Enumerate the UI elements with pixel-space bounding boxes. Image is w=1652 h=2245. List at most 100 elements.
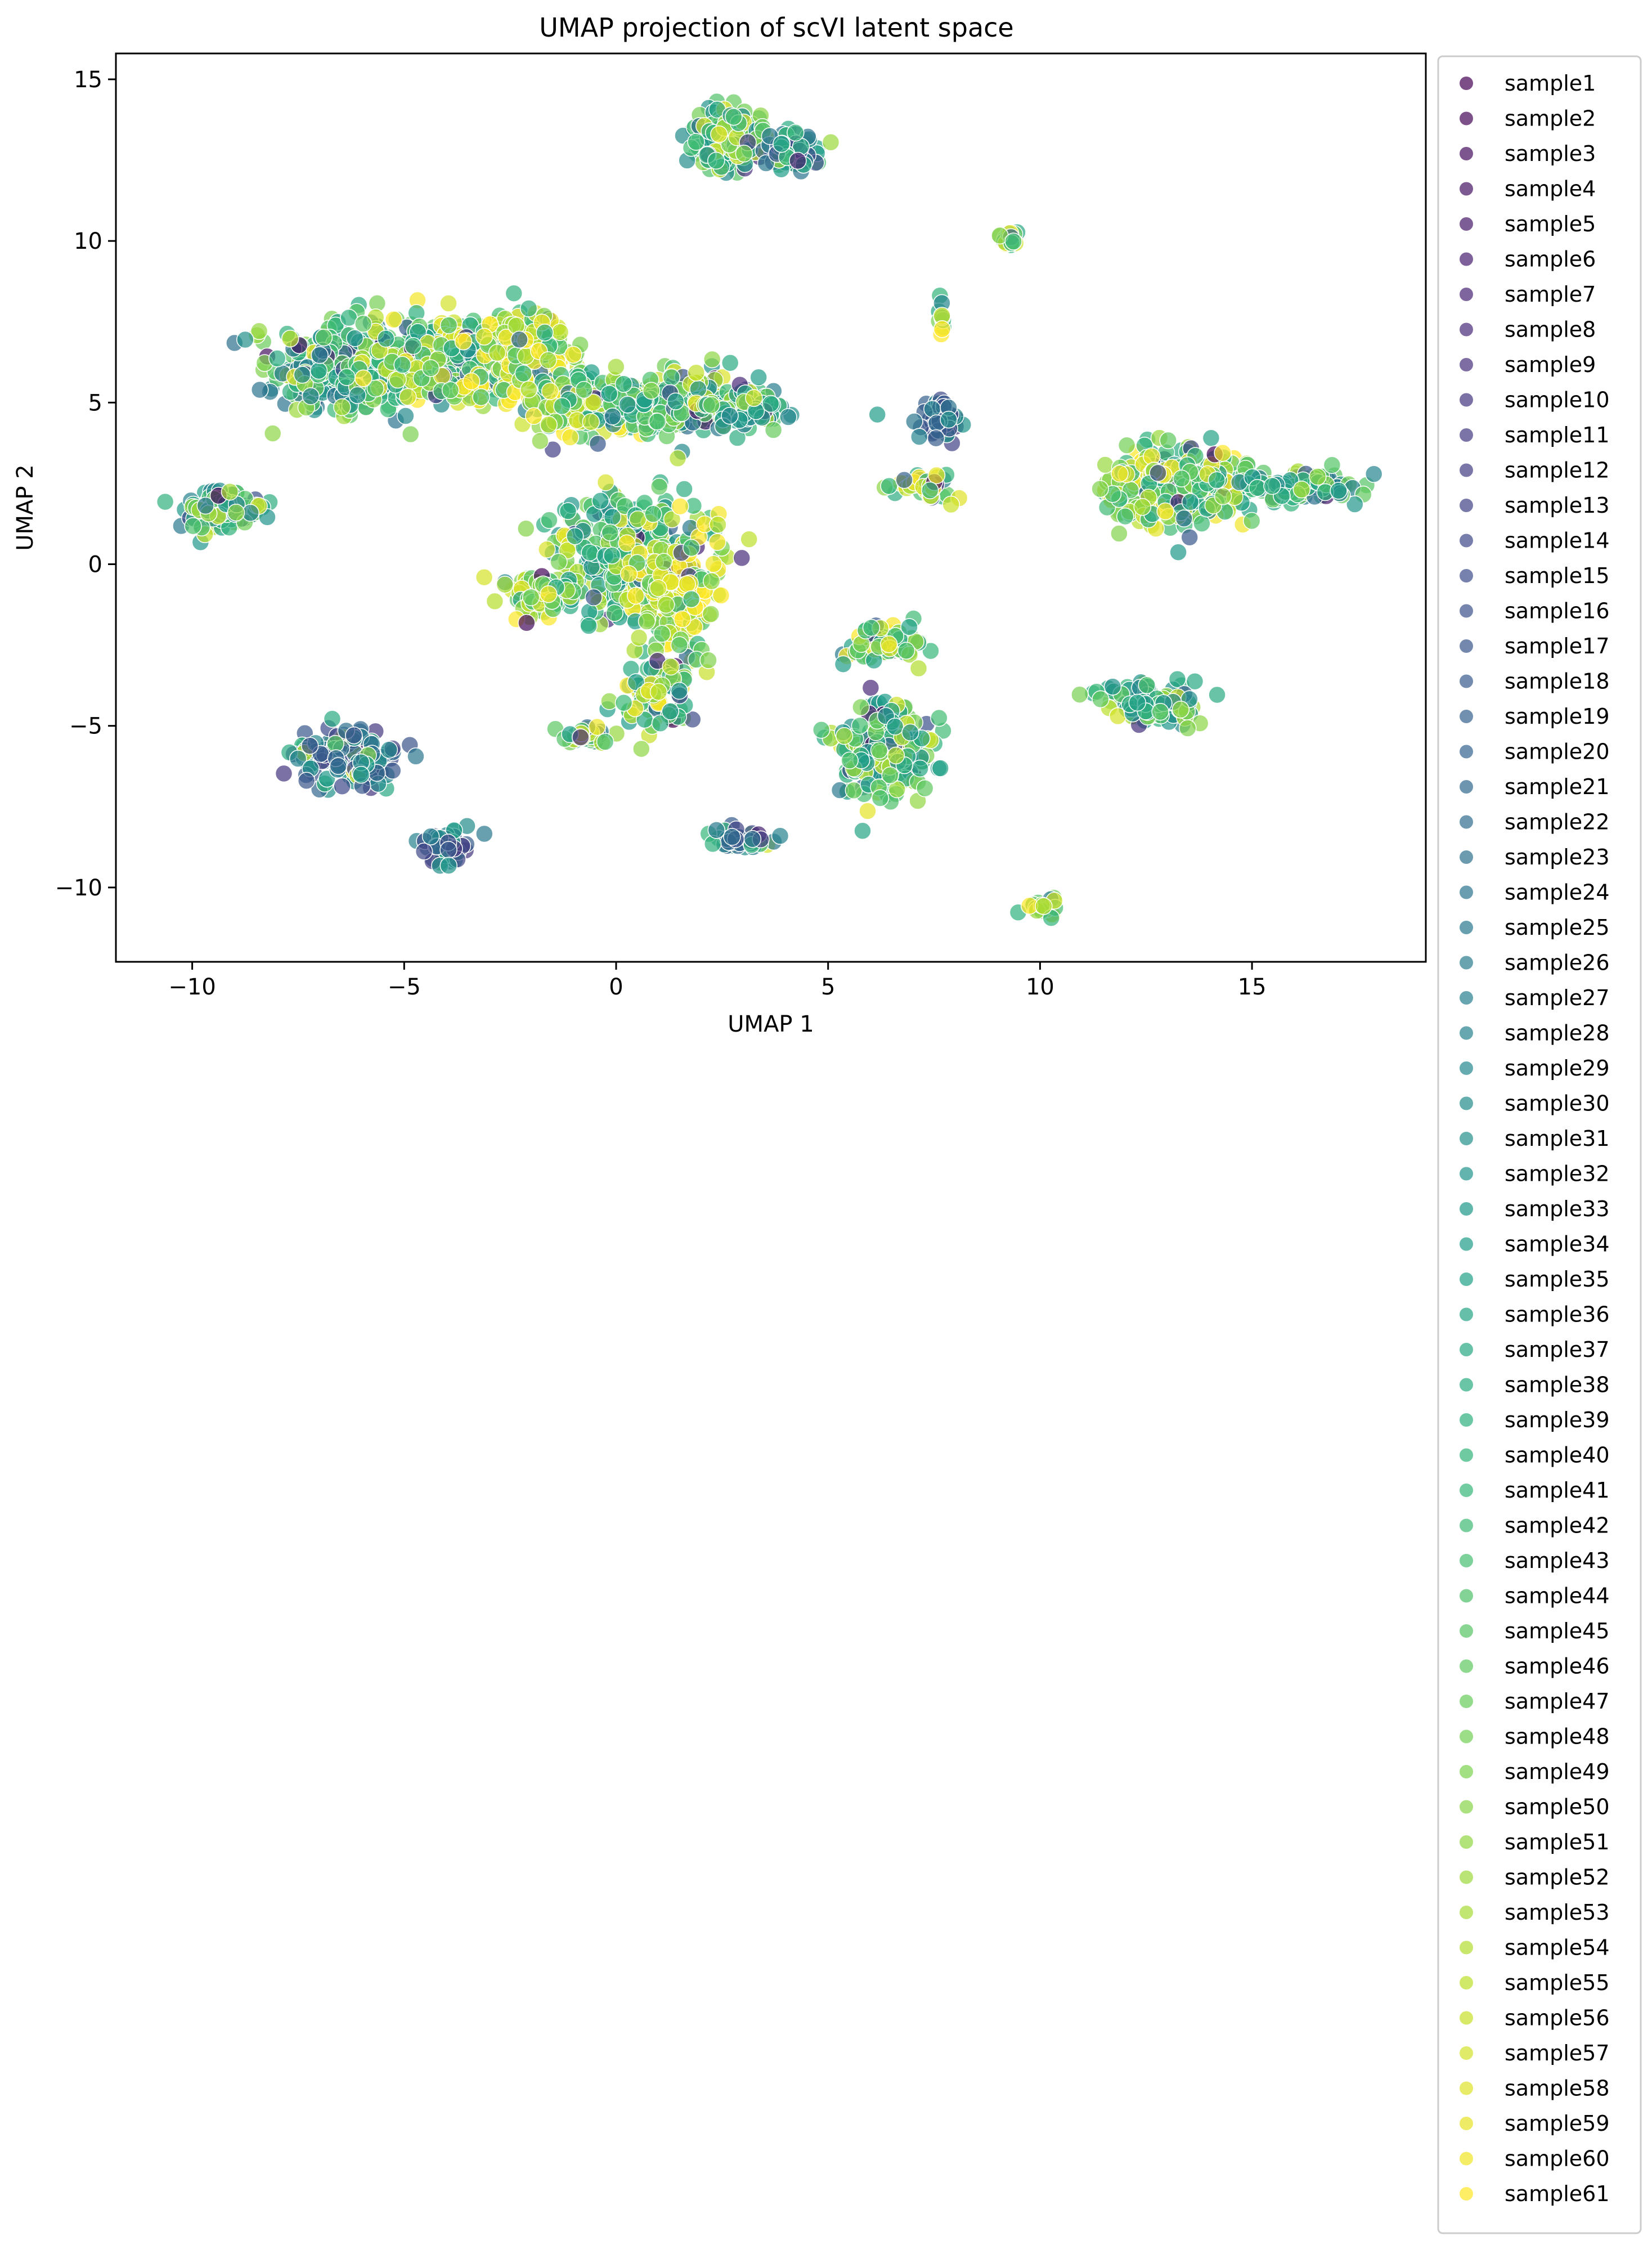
- legend-item: sample27: [1460, 985, 1610, 1010]
- y-tick-label: 5: [88, 390, 102, 416]
- scatter-point: [1263, 477, 1281, 495]
- legend-marker: [1460, 1484, 1473, 1497]
- legend-item: sample13: [1460, 493, 1610, 518]
- scatter-point: [525, 407, 543, 425]
- scatter-point: [648, 413, 667, 431]
- legend: sample1 sample2 sample3 sample4 sample5 sampl…: [1460, 71, 1610, 2206]
- scatter-point: [607, 357, 625, 376]
- scatter-point: [657, 595, 675, 614]
- legend-marker: [1460, 1870, 1473, 1884]
- scatter-point: [841, 751, 859, 769]
- legend-item: sample10: [1460, 388, 1610, 413]
- legend-item: sample45: [1460, 1619, 1610, 1643]
- legend-label: sample44: [1505, 1584, 1610, 1608]
- x-tick-label: 10: [1026, 974, 1054, 1000]
- scatter-point: [895, 471, 913, 489]
- scatter-point: [601, 523, 620, 541]
- scatter-point: [630, 629, 648, 647]
- legend-label: sample49: [1505, 1759, 1610, 1784]
- scatter-point: [518, 614, 536, 632]
- scatter-point: [311, 346, 329, 364]
- legend-label: sample30: [1505, 1091, 1610, 1116]
- legend-marker: [1460, 604, 1473, 618]
- legend-marker: [1460, 710, 1473, 723]
- scatter-point: [871, 789, 890, 807]
- legend-marker: [1460, 1378, 1473, 1392]
- scatter-point: [940, 410, 958, 429]
- scatter-point: [333, 777, 351, 795]
- legend-marker: [1460, 1554, 1473, 1567]
- scatter-point: [539, 351, 557, 369]
- scatter-points: [156, 92, 1383, 927]
- legend-label: sample47: [1505, 1689, 1610, 1714]
- legend-item: sample41: [1460, 1478, 1610, 1503]
- scatter-point: [1128, 693, 1147, 712]
- legend-marker: [1460, 2117, 1473, 2130]
- legend-label: sample25: [1505, 915, 1610, 940]
- scatter-point: [673, 610, 692, 628]
- legend-marker: [1460, 639, 1473, 653]
- legend-marker: [1460, 991, 1473, 1005]
- scatter-point: [1138, 676, 1156, 694]
- legend-marker: [1460, 428, 1473, 442]
- legend-item: sample52: [1460, 1865, 1610, 1890]
- scatter-point: [787, 124, 805, 142]
- scatter-point: [668, 449, 687, 468]
- scatter-point: [250, 322, 268, 340]
- scatter-point: [352, 765, 370, 784]
- scatter-point: [897, 642, 915, 660]
- legend-marker: [1460, 182, 1473, 196]
- scatter-point: [618, 534, 636, 553]
- scatter-point: [740, 530, 758, 548]
- legend-item: sample1: [1460, 71, 1596, 96]
- scatter-point: [922, 642, 940, 660]
- scatter-point: [1159, 431, 1177, 450]
- scatter-point: [702, 396, 720, 414]
- scatter-point: [909, 659, 928, 678]
- y-tick-label: 10: [74, 228, 102, 254]
- legend-marker: [1460, 569, 1473, 582]
- scatter-point: [581, 543, 599, 562]
- scatter-point: [441, 381, 460, 399]
- scatter-point: [821, 133, 840, 151]
- legend-marker: [1460, 1061, 1473, 1075]
- scatter-point: [522, 588, 540, 607]
- scatter-point: [901, 723, 919, 742]
- scatter-point: [302, 387, 320, 405]
- legend-label: sample4: [1505, 177, 1596, 201]
- legend-marker: [1460, 956, 1473, 970]
- scatter-point: [584, 393, 603, 411]
- scatter-point: [407, 747, 425, 765]
- scatter-point: [1091, 480, 1109, 498]
- scatter-point: [505, 284, 523, 302]
- legend-item: sample31: [1460, 1126, 1610, 1151]
- scatter-point: [510, 330, 528, 349]
- legend-item: sample21: [1460, 774, 1610, 799]
- scatter-point: [1175, 509, 1193, 528]
- scatter-point: [704, 555, 722, 573]
- scatter-point: [710, 125, 728, 144]
- scatter-point: [486, 592, 504, 611]
- scatter-point: [553, 397, 571, 415]
- legend-item: sample34: [1460, 1232, 1610, 1257]
- legend-label: sample18: [1505, 669, 1610, 694]
- legend-label: sample45: [1505, 1619, 1610, 1643]
- scatter-point: [393, 356, 411, 374]
- legend-label: sample3: [1505, 141, 1596, 166]
- legend-item: sample60: [1460, 2147, 1610, 2171]
- scatter-point: [475, 824, 493, 843]
- scatter-point: [184, 517, 202, 535]
- legend-marker: [1460, 1413, 1473, 1427]
- scatter-point: [642, 382, 661, 400]
- legend-item: sample16: [1460, 599, 1610, 624]
- scatter-point: [1133, 498, 1152, 516]
- scatter-point: [517, 519, 535, 538]
- legend-item: sample3: [1460, 141, 1596, 166]
- legend-label: sample60: [1505, 2147, 1610, 2171]
- scatter-point: [397, 407, 415, 425]
- scatter-point: [1179, 719, 1197, 737]
- scatter-point: [605, 604, 623, 622]
- legend-marker: [1460, 850, 1473, 864]
- scatter-point: [293, 366, 311, 384]
